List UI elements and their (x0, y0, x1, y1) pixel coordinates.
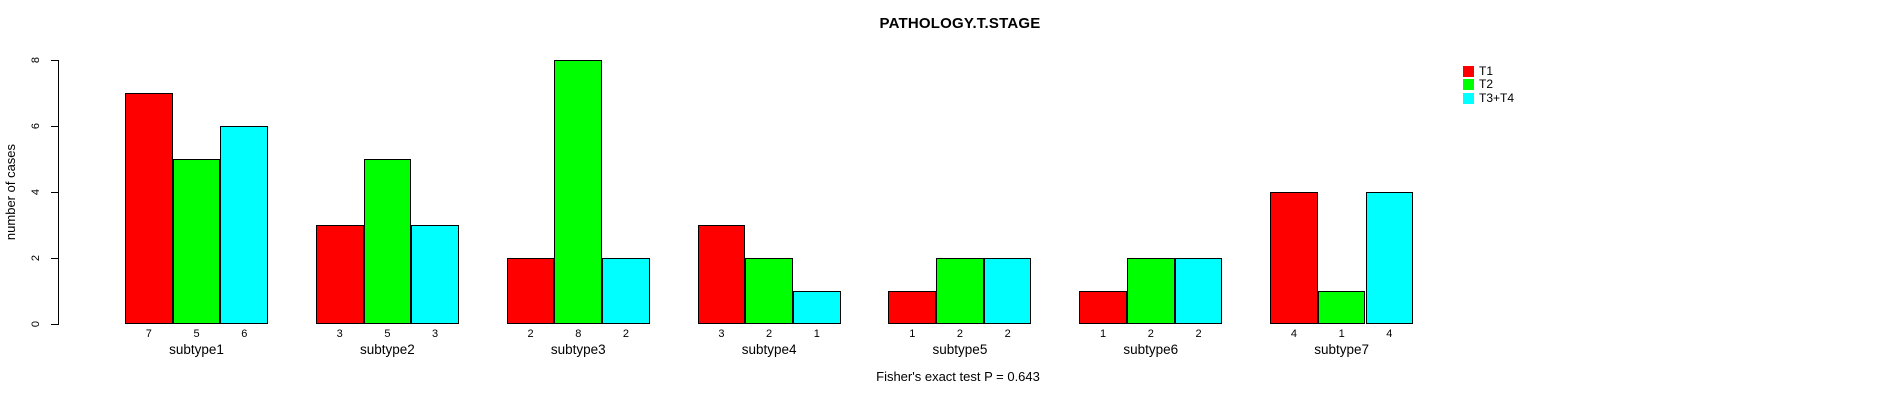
bar-subtype3-T1 (506, 258, 555, 324)
y-tick-label: 4 (30, 188, 42, 196)
legend-swatch-icon (1463, 66, 1474, 77)
bar-subtype2-T3+T4 (411, 225, 459, 324)
bar-subtype5-T2 (936, 258, 984, 324)
legend-swatch-icon (1463, 92, 1474, 104)
y-axis-tick (50, 60, 58, 61)
bar-value-label: 2 (956, 328, 963, 340)
legend-swatch-icon (1463, 79, 1474, 91)
legend-label: T3+T4 (1479, 90, 1515, 105)
bar-value-label: 2 (1004, 328, 1011, 340)
legend: T1 T2 T3+T4 (1463, 64, 1515, 106)
y-axis-tick (50, 192, 58, 193)
bar-subtype6-T1 (1079, 291, 1127, 324)
y-tick-label: 6 (30, 122, 42, 130)
y-axis-tick (50, 324, 58, 325)
category-label-subtype2: subtype2 (359, 342, 415, 357)
bar-subtype1-T2 (172, 159, 221, 324)
bar-value-label: 3 (432, 328, 439, 340)
bar-value-label: 5 (384, 328, 391, 340)
bar-subtype4-T2 (745, 258, 793, 324)
bar-value-label: 6 (241, 328, 248, 340)
bar-value-label: 1 (1338, 328, 1345, 340)
bar-value-label: 2 (1147, 328, 1154, 340)
legend-item-T1: T1 (1463, 64, 1514, 78)
bar-value-label: 8 (575, 328, 582, 340)
bar-subtype3-T3+T4 (602, 258, 650, 324)
bar-subtype1-T1 (125, 93, 173, 324)
category-label-subtype3: subtype3 (550, 342, 606, 357)
bar-value-label: 5 (193, 328, 200, 340)
bar-subtype7-T2 (1317, 291, 1366, 324)
bar-subtype2-T1 (315, 225, 364, 324)
legend-label: T2 (1479, 77, 1494, 92)
y-tick-label: 8 (30, 56, 42, 64)
bar-subtype1-T3+T4 (220, 126, 269, 324)
bar-value-label: 7 (145, 328, 152, 340)
legend-item-T2: T2 (1463, 77, 1514, 92)
bar-value-label: 1 (813, 328, 820, 340)
category-label-subtype4: subtype4 (741, 342, 797, 357)
category-label-subtype1: subtype1 (169, 342, 224, 357)
category-label-subtype5: subtype5 (932, 342, 988, 357)
bar-subtype3-T2 (554, 60, 603, 324)
legend-label: T1 (1479, 64, 1494, 78)
bar-subtype5-T3+T4 (983, 258, 1032, 324)
bar-value-label: 2 (527, 328, 534, 340)
y-tick-label: 0 (30, 320, 42, 328)
y-axis-line (57, 60, 59, 325)
annotation-fisher-test: Fisher's exact test P = 0.643 (876, 369, 1040, 384)
bar-value-label: 3 (336, 328, 343, 340)
bar-value-label: 2 (766, 328, 773, 340)
bar-value-label: 1 (1100, 328, 1107, 340)
bar-subtype2-T2 (363, 159, 412, 324)
bar-subtype7-T3+T4 (1365, 192, 1414, 324)
bar-value-label: 4 (1290, 328, 1297, 340)
y-tick-label: 2 (30, 254, 42, 262)
bar-subtype6-T3+T4 (1174, 258, 1223, 324)
category-label-subtype7: subtype7 (1314, 342, 1370, 357)
bar-subtype5-T1 (888, 291, 937, 324)
bar-value-label: 3 (718, 328, 725, 340)
y-axis-tick (50, 258, 58, 259)
y-axis-tick (50, 126, 58, 127)
bar-value-label: 4 (1386, 328, 1393, 340)
bar-subtype6-T2 (1126, 258, 1175, 324)
bar-subtype4-T1 (697, 225, 746, 324)
bar-value-label: 1 (909, 328, 916, 340)
legend-item-T3+T4: T3+T4 (1463, 90, 1515, 105)
category-label-subtype6: subtype6 (1123, 342, 1179, 357)
bar-subtype7-T1 (1270, 192, 1318, 324)
bar-value-label: 2 (1195, 328, 1202, 340)
y-axis-label: number of cases (3, 143, 18, 241)
chart-title: PATHOLOGY.T.STAGE (879, 15, 1041, 32)
bar-value-label: 2 (622, 328, 629, 340)
bar-subtype4-T3+T4 (792, 291, 841, 324)
